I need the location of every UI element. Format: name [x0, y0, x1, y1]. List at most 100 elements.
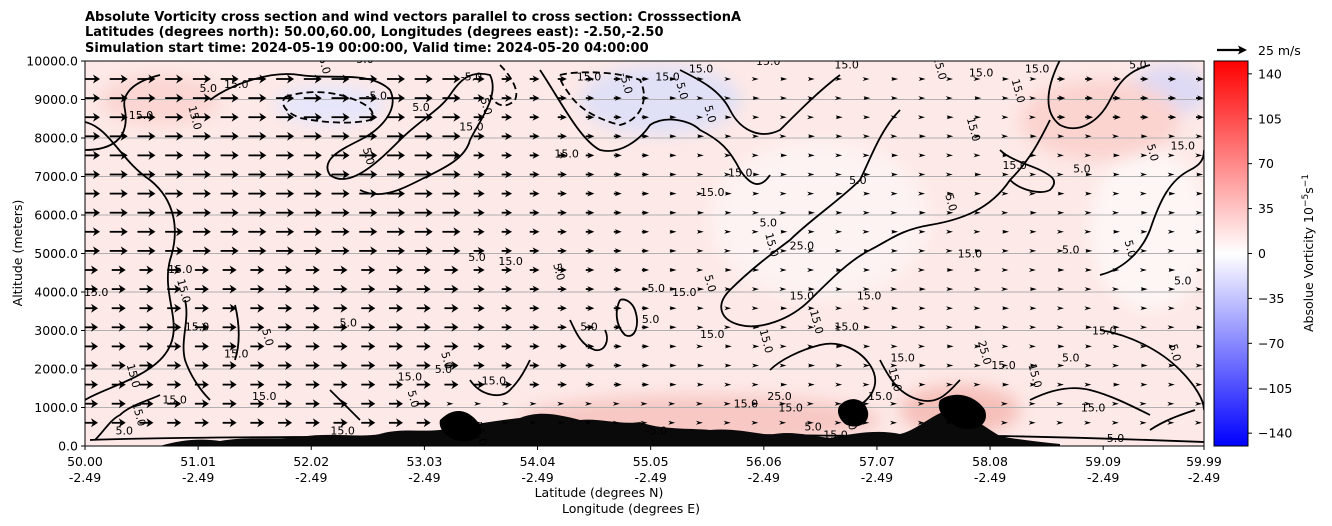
- wind-vector: [388, 418, 403, 428]
- wind-vector: [613, 286, 622, 292]
- wind-vector-head: [257, 361, 265, 370]
- wind-vector-head: [1196, 248, 1204, 253]
- wind-vector-head: [532, 151, 540, 159]
- wind-vector-head: [1112, 153, 1120, 158]
- wind-vector: [276, 227, 295, 237]
- wind-vector-head: [835, 115, 843, 120]
- wind-vector: [946, 191, 954, 196]
- wind-vector-head: [1084, 420, 1092, 425]
- wind-vector: [416, 380, 431, 390]
- wind-vector-head: [477, 151, 485, 160]
- wind-vector-head: [259, 131, 267, 141]
- wind-vector: [890, 191, 898, 196]
- wind-vector-head: [1029, 134, 1037, 139]
- wind-vector-head: [370, 93, 378, 103]
- wind-vector-head: [642, 191, 650, 196]
- wind-vector: [891, 153, 899, 158]
- wind-vector-head: [397, 189, 405, 199]
- wind-vector-head: [477, 113, 485, 122]
- wind-vector-head: [1168, 210, 1176, 215]
- wind-vector: [779, 115, 787, 120]
- wind-vector-head: [477, 304, 485, 313]
- wind-vector-head: [176, 131, 184, 141]
- wind-vector-head: [1084, 268, 1092, 272]
- wind-vector-head: [314, 227, 322, 237]
- x-tick-label-longitude: -2.49: [182, 470, 214, 485]
- wind-vector-head: [532, 266, 540, 274]
- wind-vector-head: [612, 420, 620, 425]
- wind-vector-head: [1112, 344, 1120, 349]
- wind-vector: [1084, 401, 1092, 406]
- wind-vector: [1112, 153, 1120, 158]
- wind-vector-head: [559, 75, 567, 83]
- wind-vector: [109, 189, 128, 199]
- wind-vector: [1001, 172, 1009, 177]
- colorbar-tick-label: 0: [1258, 246, 1266, 261]
- contour-line: [1149, 409, 1196, 431]
- wind-vector: [945, 248, 953, 253]
- y-tick-label: 5000.0: [34, 246, 78, 261]
- wind-vector-head: [587, 171, 595, 178]
- wind-vector-head: [453, 93, 461, 103]
- wind-vector: [1029, 248, 1037, 253]
- wind-vector: [85, 380, 98, 390]
- wind-vector-head: [973, 134, 981, 139]
- wind-vector-head: [614, 248, 622, 254]
- wind-vector: [359, 246, 378, 256]
- wind-vector-head: [312, 303, 320, 313]
- wind-vector: [473, 170, 485, 179]
- wind-vector-head: [118, 418, 126, 428]
- wind-vector: [276, 112, 295, 122]
- contour-label: 15.0: [868, 390, 893, 403]
- wind-vector: [529, 304, 540, 312]
- wind-vector-head: [752, 268, 760, 272]
- wind-vector-head: [1084, 210, 1092, 215]
- wind-vector: [137, 74, 156, 84]
- wind-vector: [1195, 382, 1203, 387]
- wind-vector-head: [946, 77, 954, 81]
- wind-vector: [165, 112, 184, 122]
- wind-vector-head: [120, 170, 128, 179]
- contour-label: 15.0: [1092, 324, 1117, 337]
- wind-vector: [1001, 268, 1009, 272]
- wind-vector: [111, 303, 126, 313]
- wind-vector-head: [425, 189, 433, 199]
- wind-vector-head: [669, 248, 677, 253]
- wind-vector: [474, 420, 482, 425]
- wind-vector-head: [477, 189, 485, 198]
- wind-vector-head: [807, 268, 815, 272]
- wind-vector: [1056, 248, 1064, 253]
- wind-vector-head: [474, 401, 482, 406]
- wind-vector: [137, 246, 156, 256]
- contour-line: [1047, 61, 1151, 130]
- wind-vector: [85, 131, 100, 141]
- wind-vector: [945, 420, 953, 425]
- wind-vector: [220, 189, 239, 199]
- wind-vector-head: [201, 341, 209, 351]
- wind-vector-head: [723, 248, 731, 253]
- wind-vector-head: [1000, 401, 1008, 406]
- wind-vector: [752, 268, 760, 272]
- wind-vector: [194, 399, 209, 409]
- wind-vector-head: [477, 361, 485, 370]
- contour-label: 15.0: [398, 371, 423, 384]
- wind-vector-head: [342, 93, 350, 103]
- wind-vector-head: [1001, 344, 1009, 349]
- wind-vector-head: [807, 115, 815, 120]
- wind-vector-head: [229, 399, 237, 409]
- contour-label: 5.0: [1073, 163, 1091, 176]
- wind-vector-head: [669, 363, 677, 368]
- wind-vector-head: [585, 420, 593, 425]
- wind-vector: [752, 115, 760, 120]
- wind-vector: [388, 380, 403, 390]
- contour-label: 15.0: [958, 247, 983, 260]
- wind-vector: [1029, 172, 1037, 177]
- wind-vector-head: [807, 325, 815, 330]
- wind-vector: [613, 381, 622, 388]
- wind-vector-head: [1139, 268, 1147, 272]
- wind-vector-head: [257, 303, 265, 313]
- wind-vector-head: [973, 77, 981, 81]
- wind-vector: [529, 209, 540, 217]
- contour-label: 15.0: [252, 390, 277, 403]
- wind-vector: [303, 189, 322, 199]
